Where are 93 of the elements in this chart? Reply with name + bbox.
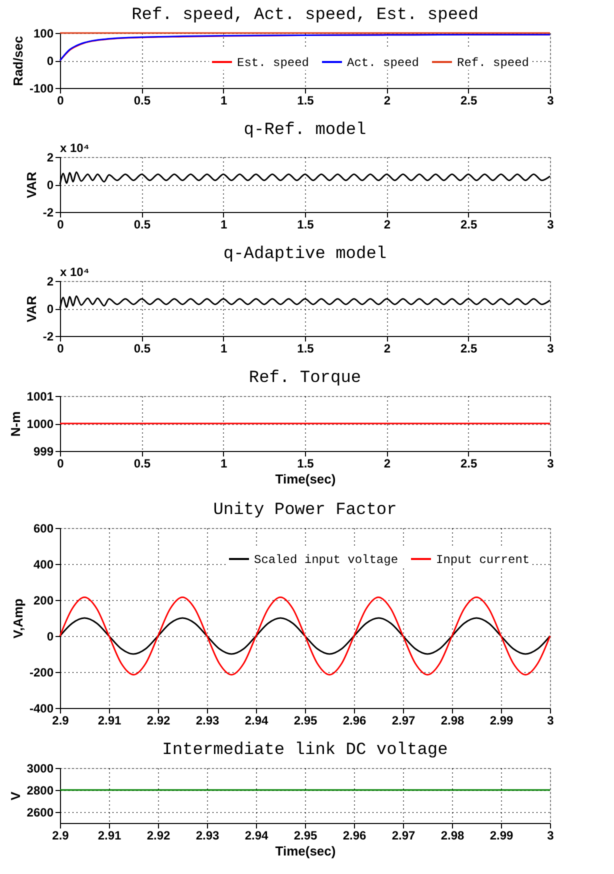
y-tick-label: 200 xyxy=(33,594,54,608)
x-tick-label: 2.9 xyxy=(52,828,70,842)
chart-title: Ref. speed, Act. speed, Est. speed xyxy=(132,6,478,25)
x-axis-title: Time(sec) xyxy=(275,844,336,858)
y-axis-title: Rad/sec xyxy=(10,36,26,86)
y-tick-label: 2 xyxy=(46,274,54,288)
y-tick-label: 2600 xyxy=(26,806,54,820)
x-tick-label: 1 xyxy=(220,94,228,108)
x-tick-label: 2.98 xyxy=(440,828,464,842)
chart-title: q-Adaptive model xyxy=(223,245,387,264)
x-tick-label: 3 xyxy=(547,342,554,356)
y-tick-label: 2 xyxy=(46,150,54,164)
x-tick-label: 2.96 xyxy=(342,714,366,728)
x-tick-label: 3 xyxy=(547,456,554,470)
x-tick-label: 1.5 xyxy=(297,456,314,470)
y-tick-label: 0 xyxy=(46,302,54,316)
x-tick-label: 2.91 xyxy=(98,714,122,728)
line-series xyxy=(59,596,551,676)
x-tick-label: 2.5 xyxy=(460,94,478,108)
x-tick-label: 2.5 xyxy=(460,218,478,232)
y-tick-label: 3000 xyxy=(26,762,54,776)
x-tick-label: 2.99 xyxy=(490,828,514,842)
y-axis-title: V,Amp xyxy=(10,598,26,638)
y-tick-label: 1001 xyxy=(26,390,54,404)
y-tick-label: 999 xyxy=(33,444,54,458)
y-tick-label: 0 xyxy=(46,178,54,192)
y-tick-label: 0 xyxy=(46,630,54,644)
x-tick-label: 2.9 xyxy=(52,714,70,728)
x-axis-title: Time(sec) xyxy=(275,472,336,486)
x-tick-label: 2 xyxy=(384,218,391,232)
x-tick-label: 2.95 xyxy=(294,828,318,842)
y-axis-title: V xyxy=(8,791,23,800)
x-tick-label: 2.5 xyxy=(460,456,478,470)
y-axis-title: N-m xyxy=(8,411,23,437)
x-tick-label: 2.93 xyxy=(196,828,220,842)
chart-title: Ref. Torque xyxy=(248,369,362,388)
legend-label: Act. speed xyxy=(347,56,420,70)
y-tick-label: 600 xyxy=(33,522,54,536)
x-tick-label: 2.95 xyxy=(294,714,318,728)
x-tick-label: 0.5 xyxy=(134,94,151,108)
y-tick-label: 400 xyxy=(33,558,54,572)
x-tick-label: 3 xyxy=(547,218,554,232)
x-tick-label: 2.97 xyxy=(392,714,416,728)
x-tick-label: 2.93 xyxy=(196,714,220,728)
x-tick-label: 2 xyxy=(384,342,391,356)
x-tick-label: 1.5 xyxy=(297,94,314,108)
x-tick-label: 3 xyxy=(547,714,554,728)
x-tick-label: 2.97 xyxy=(392,828,416,842)
text: x 10⁴ xyxy=(60,265,90,279)
y-axis-title: VAR xyxy=(24,171,39,198)
x-tick-label: 2.96 xyxy=(342,828,366,842)
y-tick-label: -200 xyxy=(29,666,54,680)
x-tick-label: 0.5 xyxy=(134,342,151,356)
x-tick-label: 3 xyxy=(547,828,554,842)
y-tick-label: -400 xyxy=(29,702,54,716)
legend-label: Scaled input voltage xyxy=(254,553,398,567)
x-tick-label: 1.5 xyxy=(297,218,314,232)
y-tick-label: -100 xyxy=(29,82,54,96)
y-tick-label: 0 xyxy=(46,54,54,68)
y-axis-title: VAR xyxy=(24,295,39,322)
x-tick-label: 2.91 xyxy=(98,828,122,842)
y-tick-label: 2800 xyxy=(26,784,54,798)
x-tick-label: 2.92 xyxy=(146,828,170,842)
chart-title: Intermediate link DC voltage xyxy=(162,741,448,760)
x-tick-label: 2.99 xyxy=(490,714,514,728)
x-tick-label: 1 xyxy=(220,342,228,356)
x-tick-label: 0 xyxy=(57,342,64,356)
x-tick-label: 2 xyxy=(384,456,391,470)
y-tick-label: -2 xyxy=(42,330,54,344)
x-tick-label: 2 xyxy=(384,94,391,108)
x-tick-label: 2.92 xyxy=(146,714,170,728)
x-tick-label: 1 xyxy=(220,218,228,232)
y-tick-label: 1000 xyxy=(26,417,54,431)
x-tick-label: 0 xyxy=(57,456,64,470)
x-tick-label: 2.5 xyxy=(460,342,478,356)
x-tick-label: 2.94 xyxy=(244,828,268,842)
x-tick-label: 0.5 xyxy=(134,218,151,232)
x-tick-label: 0 xyxy=(57,94,64,108)
y-tick-label: 100 xyxy=(33,26,54,40)
x-tick-label: 2.98 xyxy=(440,714,464,728)
x-tick-label: 0 xyxy=(57,218,64,232)
x-tick-label: 3 xyxy=(547,94,554,108)
x-tick-label: 1.5 xyxy=(297,342,314,356)
chart-title: q-Ref. model xyxy=(244,121,366,140)
text: x 10⁴ xyxy=(60,141,90,155)
chart-title: Unity Power Factor xyxy=(213,501,397,520)
x-tick-label: 0.5 xyxy=(134,456,151,470)
x-tick-label: 2.94 xyxy=(244,714,268,728)
x-tick-label: 1 xyxy=(220,456,228,470)
y-tick-label: -2 xyxy=(42,206,54,220)
legend-label: Est. speed xyxy=(237,56,310,70)
legend-label: Ref. speed xyxy=(457,56,530,70)
legend-label: Input current xyxy=(436,553,530,567)
